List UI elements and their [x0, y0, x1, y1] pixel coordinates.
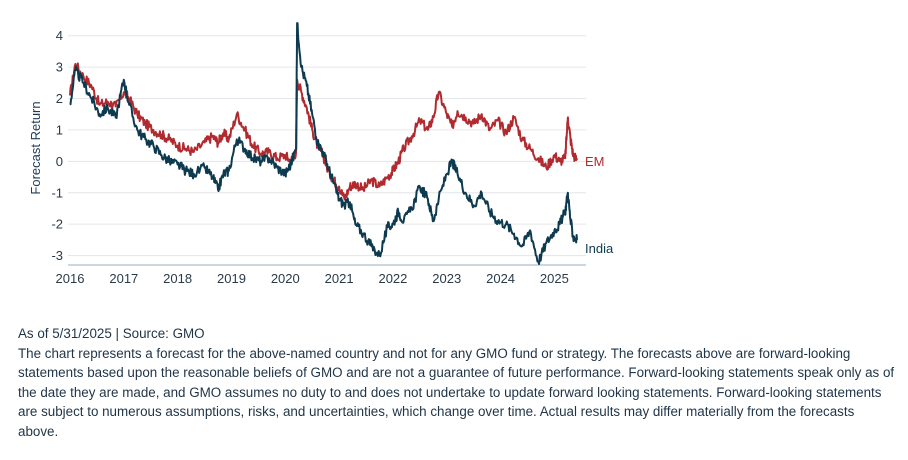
x-tick-label: 2022: [378, 271, 407, 286]
x-tick-label: 2024: [486, 271, 515, 286]
y-tick-label: -1: [51, 185, 63, 200]
series-line-india: [69, 22, 578, 265]
y-tick-label: -3: [51, 248, 63, 263]
chart-notes: As of 5/31/2025 | Source: GMO The chart …: [18, 324, 898, 442]
y-axis-label: Forecast Return: [28, 101, 43, 194]
series-labels: EM India: [585, 154, 614, 256]
y-tick-label: 3: [56, 60, 63, 75]
y-tick-label: 1: [56, 122, 63, 137]
y-axis-ticks: 4 3 2 1 0 -1 -2 -3: [51, 28, 63, 263]
x-axis-ticks: 2016 2017 2018 2019 2020 2021 2022 2023 2024 2025: [56, 271, 569, 286]
x-tick-label: 2021: [325, 271, 354, 286]
y-tick-label: 0: [56, 154, 63, 169]
source-note: As of 5/31/2025 | Source: GMO: [18, 326, 205, 341]
series-lines: [69, 22, 578, 265]
y-tick-label: 2: [56, 91, 63, 106]
x-tick-label: 2023: [432, 271, 461, 286]
forecast-return-chart: Forecast Return 4 3 2 1 0 -1 -2 -3 2016 2017 2018…: [28, 22, 614, 286]
y-tick-label: -2: [51, 217, 63, 232]
series-line-em: [69, 62, 578, 201]
x-tick-label: 2019: [217, 271, 246, 286]
x-tick-label: 2016: [56, 271, 85, 286]
y-tick-label: 4: [56, 28, 63, 43]
x-tick-label: 2018: [163, 271, 192, 286]
series-label-em: EM: [585, 154, 605, 169]
x-tick-label: 2017: [109, 271, 138, 286]
series-label-india: India: [585, 241, 614, 256]
x-tick-label: 2025: [540, 271, 569, 286]
x-tick-label: 2020: [271, 271, 300, 286]
disclaimer-text: The chart represents a forecast for the …: [18, 345, 895, 439]
